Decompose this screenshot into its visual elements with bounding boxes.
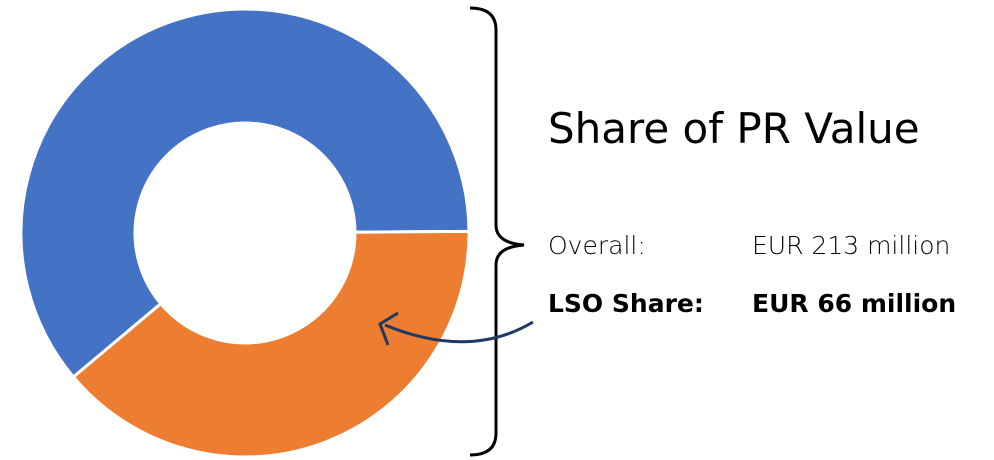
slice <box>19 7 471 380</box>
slice <box>71 229 471 459</box>
donut <box>19 7 471 459</box>
arrow-head <box>378 311 399 346</box>
row-label: Overall: <box>548 231 646 260</box>
row-value: EUR 66 million <box>752 289 956 318</box>
arrow <box>384 320 534 344</box>
brace <box>469 6 525 457</box>
chart-title: Share of PR Value <box>548 104 920 153</box>
row-label: LSO Share: <box>548 289 704 318</box>
row-value: EUR 213 million <box>752 231 950 260</box>
